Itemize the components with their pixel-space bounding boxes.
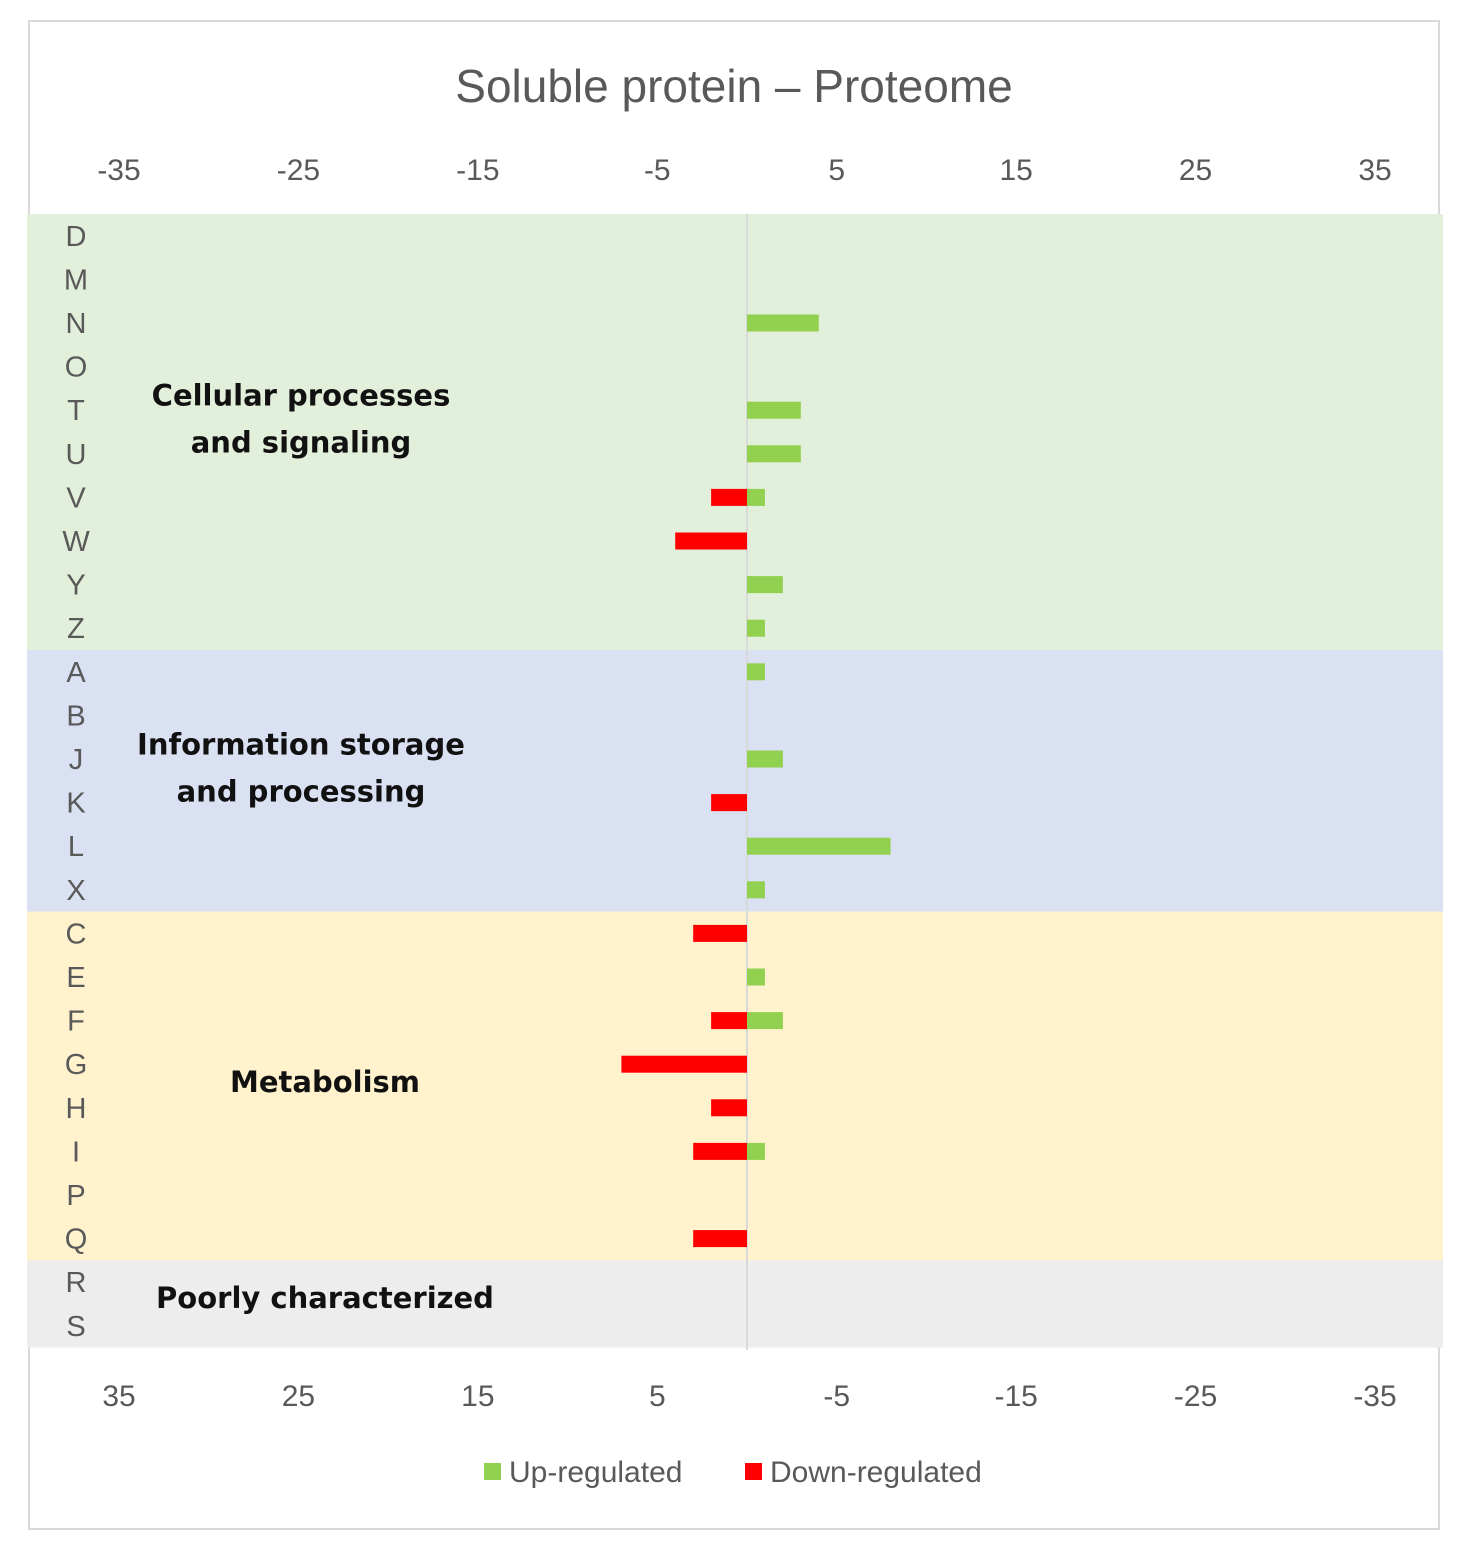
category-label: N <box>66 308 87 340</box>
bar-down-regulated <box>675 532 747 550</box>
category-label: M <box>64 264 88 296</box>
bottom-tick-label: 15 <box>461 1380 494 1413</box>
bottom-tick-label: -5 <box>823 1380 850 1413</box>
legend: Up-regulated Down-regulated <box>484 1456 982 1489</box>
bottom-axis: 35 25 15 5 -5 -15 -25 -35 <box>102 1380 1396 1413</box>
bar-down-regulated <box>711 488 747 506</box>
group-band <box>27 911 1443 1261</box>
bar-up-regulated <box>747 1142 765 1160</box>
category-label: D <box>66 221 87 253</box>
category-label: O <box>65 352 88 384</box>
bar-up-regulated <box>747 881 765 899</box>
category-label: E <box>66 962 85 994</box>
category-label: T <box>67 395 85 427</box>
bottom-tick-label: -35 <box>1353 1380 1396 1413</box>
legend-swatch <box>745 1463 762 1480</box>
category-label: A <box>66 657 86 689</box>
bar-up-regulated <box>747 750 783 768</box>
category-label: H <box>66 1093 87 1125</box>
top-tick-label: 5 <box>828 154 845 187</box>
top-tick-label: -5 <box>644 154 671 187</box>
bar-up-regulated <box>747 837 891 855</box>
category-label: W <box>62 526 90 558</box>
category-label: S <box>66 1311 85 1343</box>
group-label: and signaling <box>191 426 412 460</box>
category-label: V <box>66 482 86 514</box>
bar-up-regulated <box>747 488 765 506</box>
category-label: P <box>66 1180 85 1212</box>
bars <box>621 314 891 1248</box>
group-label: Cellular processes <box>152 379 451 413</box>
bar-up-regulated <box>747 401 801 419</box>
group-label: Metabolism <box>230 1065 420 1099</box>
group-bands <box>27 214 1443 1348</box>
legend-down-regulated: Down-regulated <box>745 1456 982 1489</box>
bar-down-regulated <box>711 794 747 812</box>
legend-label: Down-regulated <box>770 1456 982 1489</box>
category-label: U <box>66 439 87 471</box>
top-tick-label: -35 <box>97 154 140 187</box>
bar-up-regulated <box>747 619 765 637</box>
top-tick-label: -15 <box>456 154 499 187</box>
top-tick-label: -25 <box>277 154 320 187</box>
category-label: L <box>68 831 84 863</box>
group-label: Information storage <box>137 727 465 761</box>
bottom-tick-label: -15 <box>994 1380 1037 1413</box>
bar-down-regulated <box>693 1230 747 1248</box>
bottom-tick-label: 25 <box>282 1380 315 1413</box>
group-band <box>27 1260 1443 1348</box>
category-label: K <box>66 788 86 820</box>
legend-label: Up-regulated <box>509 1456 682 1489</box>
top-tick-label: 15 <box>999 154 1032 187</box>
top-tick-label: 35 <box>1358 154 1391 187</box>
legend-up-regulated: Up-regulated <box>484 1456 682 1489</box>
category-label: J <box>69 744 84 776</box>
bar-down-regulated <box>693 1142 747 1160</box>
legend-swatch <box>484 1463 501 1480</box>
category-label: F <box>67 1006 85 1038</box>
bar-up-regulated <box>747 314 819 332</box>
category-label: G <box>65 1049 88 1081</box>
bar-down-regulated <box>711 1012 747 1030</box>
bar-down-regulated <box>711 1099 747 1117</box>
bar-down-regulated <box>621 1055 747 1073</box>
category-label: Z <box>67 613 85 645</box>
category-label: Q <box>65 1224 88 1256</box>
group-labels: Cellular processes and signaling Informati… <box>137 379 494 1316</box>
group-band <box>27 650 1443 912</box>
bottom-tick-label: 35 <box>102 1380 135 1413</box>
group-label: Poorly characterized <box>156 1281 494 1315</box>
top-tick-label: 25 <box>1179 154 1212 187</box>
bar-up-regulated <box>747 968 765 986</box>
category-label: R <box>66 1267 87 1299</box>
bottom-tick-label: -25 <box>1174 1380 1217 1413</box>
bar-up-regulated <box>747 663 765 681</box>
category-label: X <box>66 875 85 907</box>
group-band <box>27 214 1443 650</box>
group-label: and processing <box>177 774 426 808</box>
category-label: B <box>66 700 85 732</box>
category-label: C <box>66 918 87 950</box>
category-label: I <box>72 1136 80 1168</box>
bottom-tick-label: 5 <box>649 1380 666 1413</box>
category-label: Y <box>66 570 85 602</box>
bar-down-regulated <box>693 924 747 942</box>
bar-up-regulated <box>747 445 801 463</box>
bar-up-regulated <box>747 1012 783 1030</box>
top-axis: -35 -25 -15 -5 5 15 25 35 <box>97 154 1391 187</box>
chart-title: Soluble protein – Proteome <box>455 60 1012 112</box>
bar-up-regulated <box>747 576 783 594</box>
